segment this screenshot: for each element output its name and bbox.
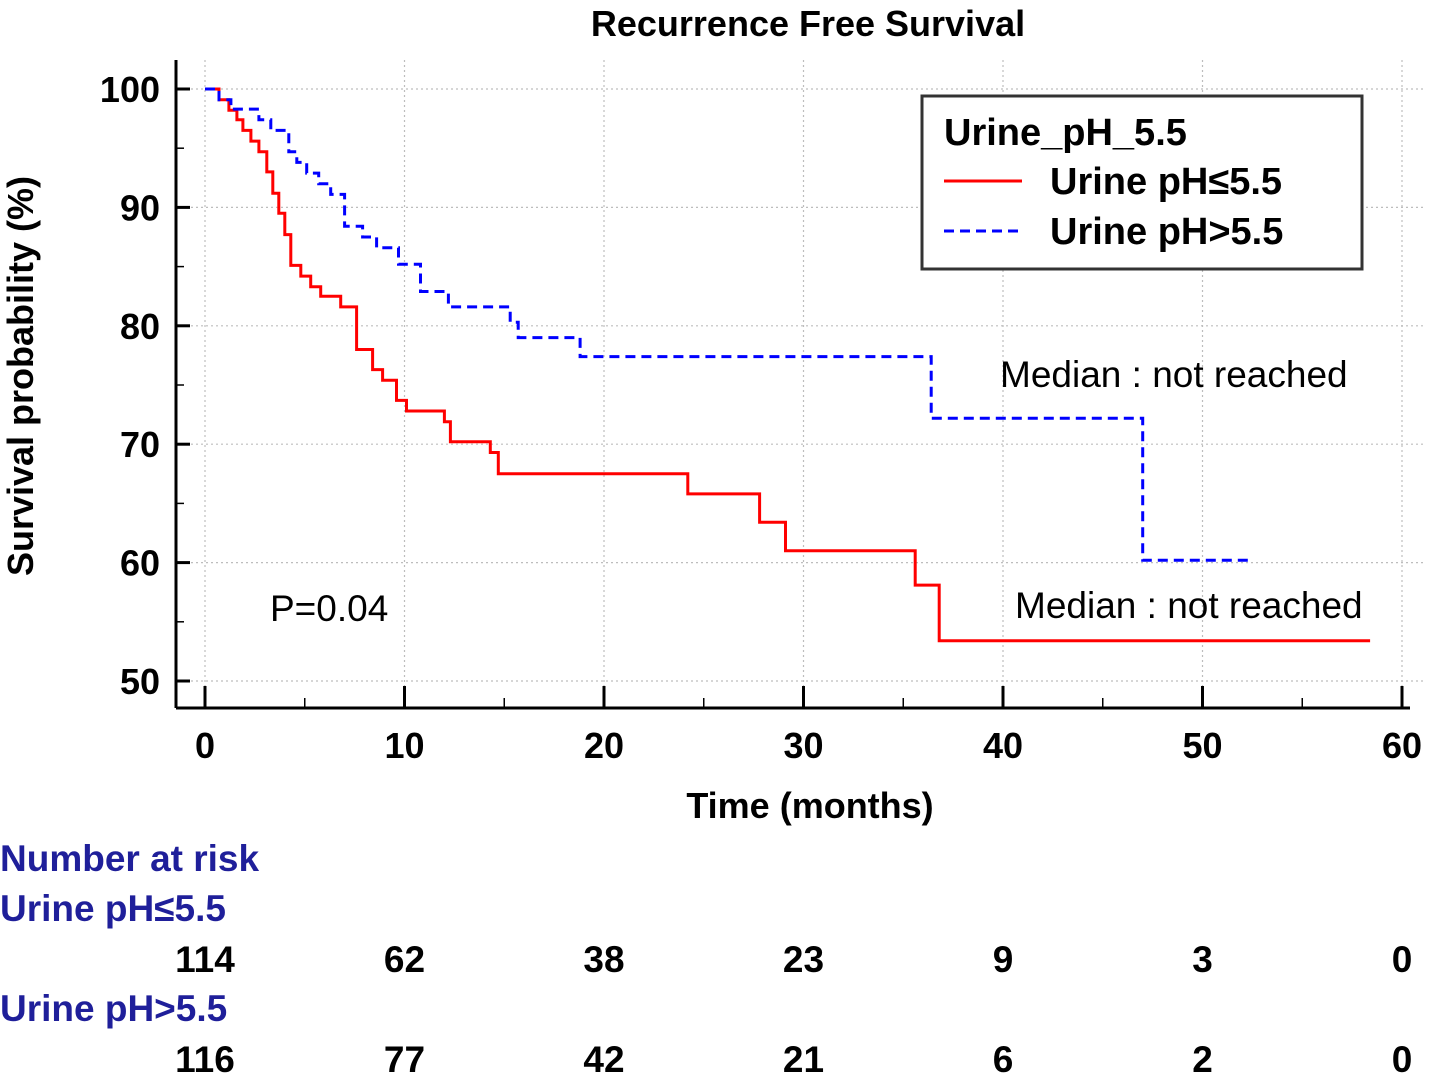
risk-row-low-ph: 114 62 38 23 9 3 0 xyxy=(175,939,1412,980)
y-tick-label-60: 60 xyxy=(120,543,160,584)
series-layer xyxy=(205,87,1371,643)
legend-label-low-ph: Urine pH≤5.5 xyxy=(1050,161,1282,203)
risk-value-low-ph-20: 38 xyxy=(583,939,624,980)
x-tick-label-40: 40 xyxy=(983,725,1023,766)
median-annotation-low-ph: Median : not reached xyxy=(1015,585,1363,626)
risk-value-high-ph-60: 0 xyxy=(1392,1039,1413,1080)
risk-value-low-ph-10: 62 xyxy=(384,939,425,980)
x-tick-labels: 0 10 20 30 40 50 60 xyxy=(195,725,1422,766)
risk-row-high-ph: 116 77 42 21 6 2 0 xyxy=(175,1039,1412,1080)
series-line-low-ph xyxy=(205,87,1371,643)
y-tick-label-80: 80 xyxy=(120,306,160,347)
x-tick-label-60: 60 xyxy=(1382,725,1422,766)
legend-label-high-ph: Urine pH>5.5 xyxy=(1050,211,1283,253)
risk-value-high-ph-30: 21 xyxy=(783,1039,824,1080)
risk-value-high-ph-50: 2 xyxy=(1192,1039,1213,1080)
chart-title: Recurrence Free Survival xyxy=(591,3,1025,44)
x-tick-label-10: 10 xyxy=(384,725,424,766)
legend-title: Urine_pH_5.5 xyxy=(944,112,1187,154)
risk-value-high-ph-40: 6 xyxy=(993,1039,1014,1080)
risk-value-low-ph-0: 114 xyxy=(175,939,235,980)
risk-value-high-ph-10: 77 xyxy=(384,1039,425,1080)
y-tick-label-50: 50 xyxy=(120,661,160,702)
risk-value-low-ph-40: 9 xyxy=(993,939,1014,980)
risk-row-label-low-ph: Urine pH≤5.5 xyxy=(0,888,226,929)
x-tick-label-0: 0 xyxy=(195,725,215,766)
y-axis-label: Survival probability (%) xyxy=(0,176,41,576)
x-tick-label-20: 20 xyxy=(584,725,624,766)
y-tick-label-90: 90 xyxy=(120,187,160,228)
x-tick-label-50: 50 xyxy=(1182,725,1222,766)
x-tick-label-30: 30 xyxy=(783,725,823,766)
risk-value-low-ph-50: 3 xyxy=(1192,939,1213,980)
y-tick-label-70: 70 xyxy=(120,424,160,465)
risk-value-low-ph-30: 23 xyxy=(783,939,824,980)
risk-value-high-ph-0: 116 xyxy=(175,1039,235,1080)
risk-table-heading: Number at risk xyxy=(0,838,260,879)
risk-value-high-ph-20: 42 xyxy=(583,1039,624,1080)
risk-row-label-high-ph: Urine pH>5.5 xyxy=(0,988,227,1029)
risk-table: Number at risk Urine pH≤5.5 Urine pH>5.5… xyxy=(0,838,1412,1080)
p-value-annotation: P=0.04 xyxy=(270,588,388,629)
y-tick-labels: 50 60 70 80 90 100 xyxy=(100,69,160,702)
median-annotation-high-ph: Median : not reached xyxy=(1000,354,1348,395)
y-tick-label-100: 100 xyxy=(100,69,160,110)
risk-value-low-ph-60: 0 xyxy=(1392,939,1413,980)
axes xyxy=(174,60,1410,710)
legend: Urine_pH_5.5 Urine pH≤5.5 Urine pH>5.5 xyxy=(920,94,1364,271)
x-axis-label: Time (months) xyxy=(686,785,933,826)
